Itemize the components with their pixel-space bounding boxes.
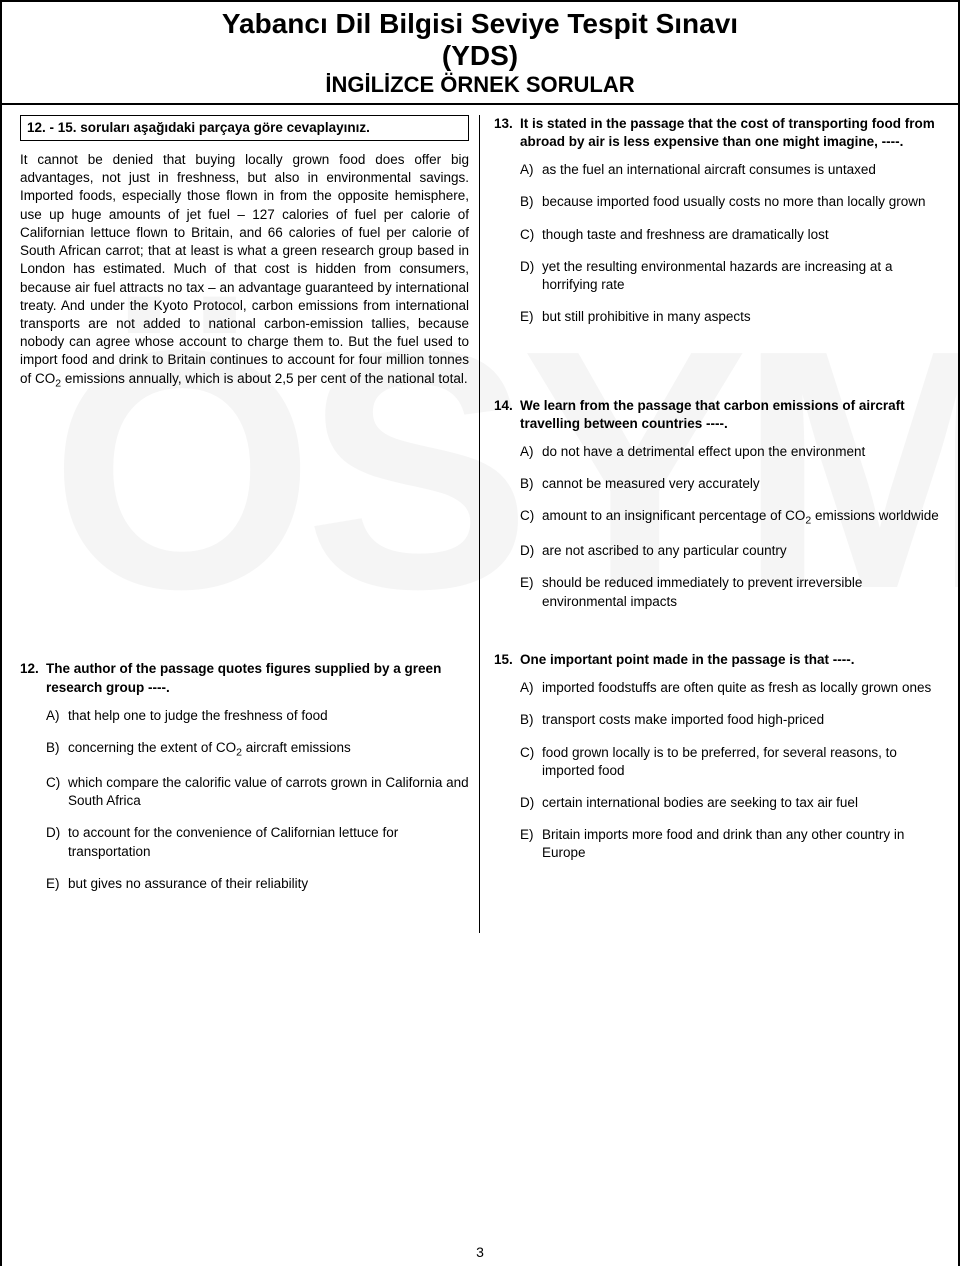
q14-option-b[interactable]: B) cannot be measured very accurately bbox=[520, 475, 940, 493]
option-label: A) bbox=[520, 443, 542, 461]
q14-stem: We learn from the passage that carbon em… bbox=[520, 397, 940, 433]
q12-option-b[interactable]: B) concerning the extent of CO2 aircraft… bbox=[46, 739, 469, 760]
q13-option-d[interactable]: D) yet the resulting environmental hazar… bbox=[520, 258, 940, 294]
opt-b-post: aircraft emissions bbox=[242, 740, 351, 755]
title-block: Yabancı Dil Bilgisi Seviye Tespit Sınavı… bbox=[2, 2, 958, 105]
q13-option-c[interactable]: C) though taste and freshness are dramat… bbox=[520, 226, 940, 244]
q13-option-e[interactable]: E) but still prohibitive in many aspects bbox=[520, 308, 940, 326]
q13-number: 13. bbox=[494, 115, 520, 133]
q14-option-a[interactable]: A) do not have a detrimental effect upon… bbox=[520, 443, 940, 461]
opt-c-post: emissions worldwide bbox=[811, 508, 939, 523]
option-text: should be reduced immediately to prevent… bbox=[542, 574, 940, 610]
option-text: that help one to judge the freshness of … bbox=[68, 707, 469, 725]
q15-stem: One important point made in the passage … bbox=[520, 651, 940, 669]
option-text: though taste and freshness are dramatica… bbox=[542, 226, 940, 244]
q12-stem: The author of the passage quotes figures… bbox=[46, 660, 469, 696]
option-text: are not ascribed to any particular count… bbox=[542, 542, 940, 560]
option-label: A) bbox=[520, 161, 542, 179]
page-number: 3 bbox=[476, 1244, 484, 1260]
option-label: D) bbox=[520, 794, 542, 812]
option-label: D) bbox=[520, 542, 542, 560]
option-text: Britain imports more food and drink than… bbox=[542, 826, 940, 862]
right-column: 13. It is stated in the passage that the… bbox=[480, 115, 940, 933]
q12-option-a[interactable]: A) that help one to judge the freshness … bbox=[46, 707, 469, 725]
option-text: because imported food usually costs no m… bbox=[542, 193, 940, 211]
option-label: D) bbox=[520, 258, 542, 276]
option-label: B) bbox=[520, 711, 542, 729]
content-columns: 12. - 15. soruları aşağıdaki parçaya gör… bbox=[2, 105, 958, 933]
passage-text: It cannot be denied that buying locally … bbox=[20, 151, 469, 390]
q12-number: 12. bbox=[20, 660, 46, 678]
q15-option-d[interactable]: D) certain international bodies are seek… bbox=[520, 794, 940, 812]
option-label: A) bbox=[46, 707, 68, 725]
option-label: D) bbox=[46, 824, 68, 842]
q13-option-a[interactable]: A) as the fuel an international aircraft… bbox=[520, 161, 940, 179]
option-label: B) bbox=[520, 193, 542, 211]
q15-option-a[interactable]: A) imported foodstuffs are often quite a… bbox=[520, 679, 940, 697]
option-text: transport costs make imported food high-… bbox=[542, 711, 940, 729]
q14-option-c[interactable]: C) amount to an insignificant percentage… bbox=[520, 507, 940, 528]
option-text: to account for the convenience of Califo… bbox=[68, 824, 469, 860]
option-text: yet the resulting environmental hazards … bbox=[542, 258, 940, 294]
q15-number: 15. bbox=[494, 651, 520, 669]
opt-b-pre: concerning the extent of CO bbox=[68, 740, 236, 755]
q13-stem: It is stated in the passage that the cos… bbox=[520, 115, 940, 151]
left-column: 12. - 15. soruları aşağıdaki parçaya gör… bbox=[20, 115, 480, 933]
opt-c-pre: amount to an insignificant percentage of… bbox=[542, 508, 805, 523]
title-line1: Yabancı Dil Bilgisi Seviye Tespit Sınavı bbox=[2, 8, 958, 40]
option-text: imported foodstuffs are often quite as f… bbox=[542, 679, 940, 697]
q14-option-d[interactable]: D) are not ascribed to any particular co… bbox=[520, 542, 940, 560]
option-label: C) bbox=[520, 226, 542, 244]
option-label: E) bbox=[520, 826, 542, 844]
option-label: E) bbox=[520, 574, 542, 592]
option-text: certain international bodies are seeking… bbox=[542, 794, 940, 812]
option-label: A) bbox=[520, 679, 542, 697]
q12-option-c[interactable]: C) which compare the calorific value of … bbox=[46, 774, 469, 810]
q14-number: 14. bbox=[494, 397, 520, 415]
title-line3: İNGİLİZCE ÖRNEK SORULAR bbox=[2, 72, 958, 98]
q14-option-e[interactable]: E) should be reduced immediately to prev… bbox=[520, 574, 940, 610]
option-text: do not have a detrimental effect upon th… bbox=[542, 443, 940, 461]
option-text: as the fuel an international aircraft co… bbox=[542, 161, 940, 179]
option-label: C) bbox=[520, 744, 542, 762]
option-text: cannot be measured very accurately bbox=[542, 475, 940, 493]
q15-option-c[interactable]: C) food grown locally is to be preferred… bbox=[520, 744, 940, 780]
option-label: C) bbox=[46, 774, 68, 792]
option-label: C) bbox=[520, 507, 542, 525]
title-line2: (YDS) bbox=[2, 40, 958, 72]
q12-option-e[interactable]: E) but gives no assurance of their relia… bbox=[46, 875, 469, 893]
option-label: B) bbox=[520, 475, 542, 493]
option-text: but still prohibitive in many aspects bbox=[542, 308, 940, 326]
option-text: but gives no assurance of their reliabil… bbox=[68, 875, 469, 893]
instruction-box: 12. - 15. soruları aşağıdaki parçaya gör… bbox=[20, 115, 469, 141]
option-text: amount to an insignificant percentage of… bbox=[542, 507, 940, 528]
question-12: 12. The author of the passage quotes fig… bbox=[20, 660, 469, 893]
option-label: E) bbox=[46, 875, 68, 893]
q15-option-e[interactable]: E) Britain imports more food and drink t… bbox=[520, 826, 940, 862]
q15-option-b[interactable]: B) transport costs make imported food hi… bbox=[520, 711, 940, 729]
option-text: food grown locally is to be preferred, f… bbox=[542, 744, 940, 780]
option-text: which compare the calorific value of car… bbox=[68, 774, 469, 810]
question-15: 15. One important point made in the pass… bbox=[494, 651, 940, 863]
q13-option-b[interactable]: B) because imported food usually costs n… bbox=[520, 193, 940, 211]
page-frame: Yabancı Dil Bilgisi Seviye Tespit Sınavı… bbox=[0, 0, 960, 1266]
passage-part1: It cannot be denied that buying locally … bbox=[20, 152, 469, 386]
option-text: concerning the extent of CO2 aircraft em… bbox=[68, 739, 469, 760]
question-14: 14. We learn from the passage that carbo… bbox=[494, 397, 940, 611]
passage-part2: emissions annually, which is about 2,5 p… bbox=[61, 371, 468, 386]
q12-option-d[interactable]: D) to account for the convenience of Cal… bbox=[46, 824, 469, 860]
question-13: 13. It is stated in the passage that the… bbox=[494, 115, 940, 327]
option-label: B) bbox=[46, 739, 68, 757]
option-label: E) bbox=[520, 308, 542, 326]
